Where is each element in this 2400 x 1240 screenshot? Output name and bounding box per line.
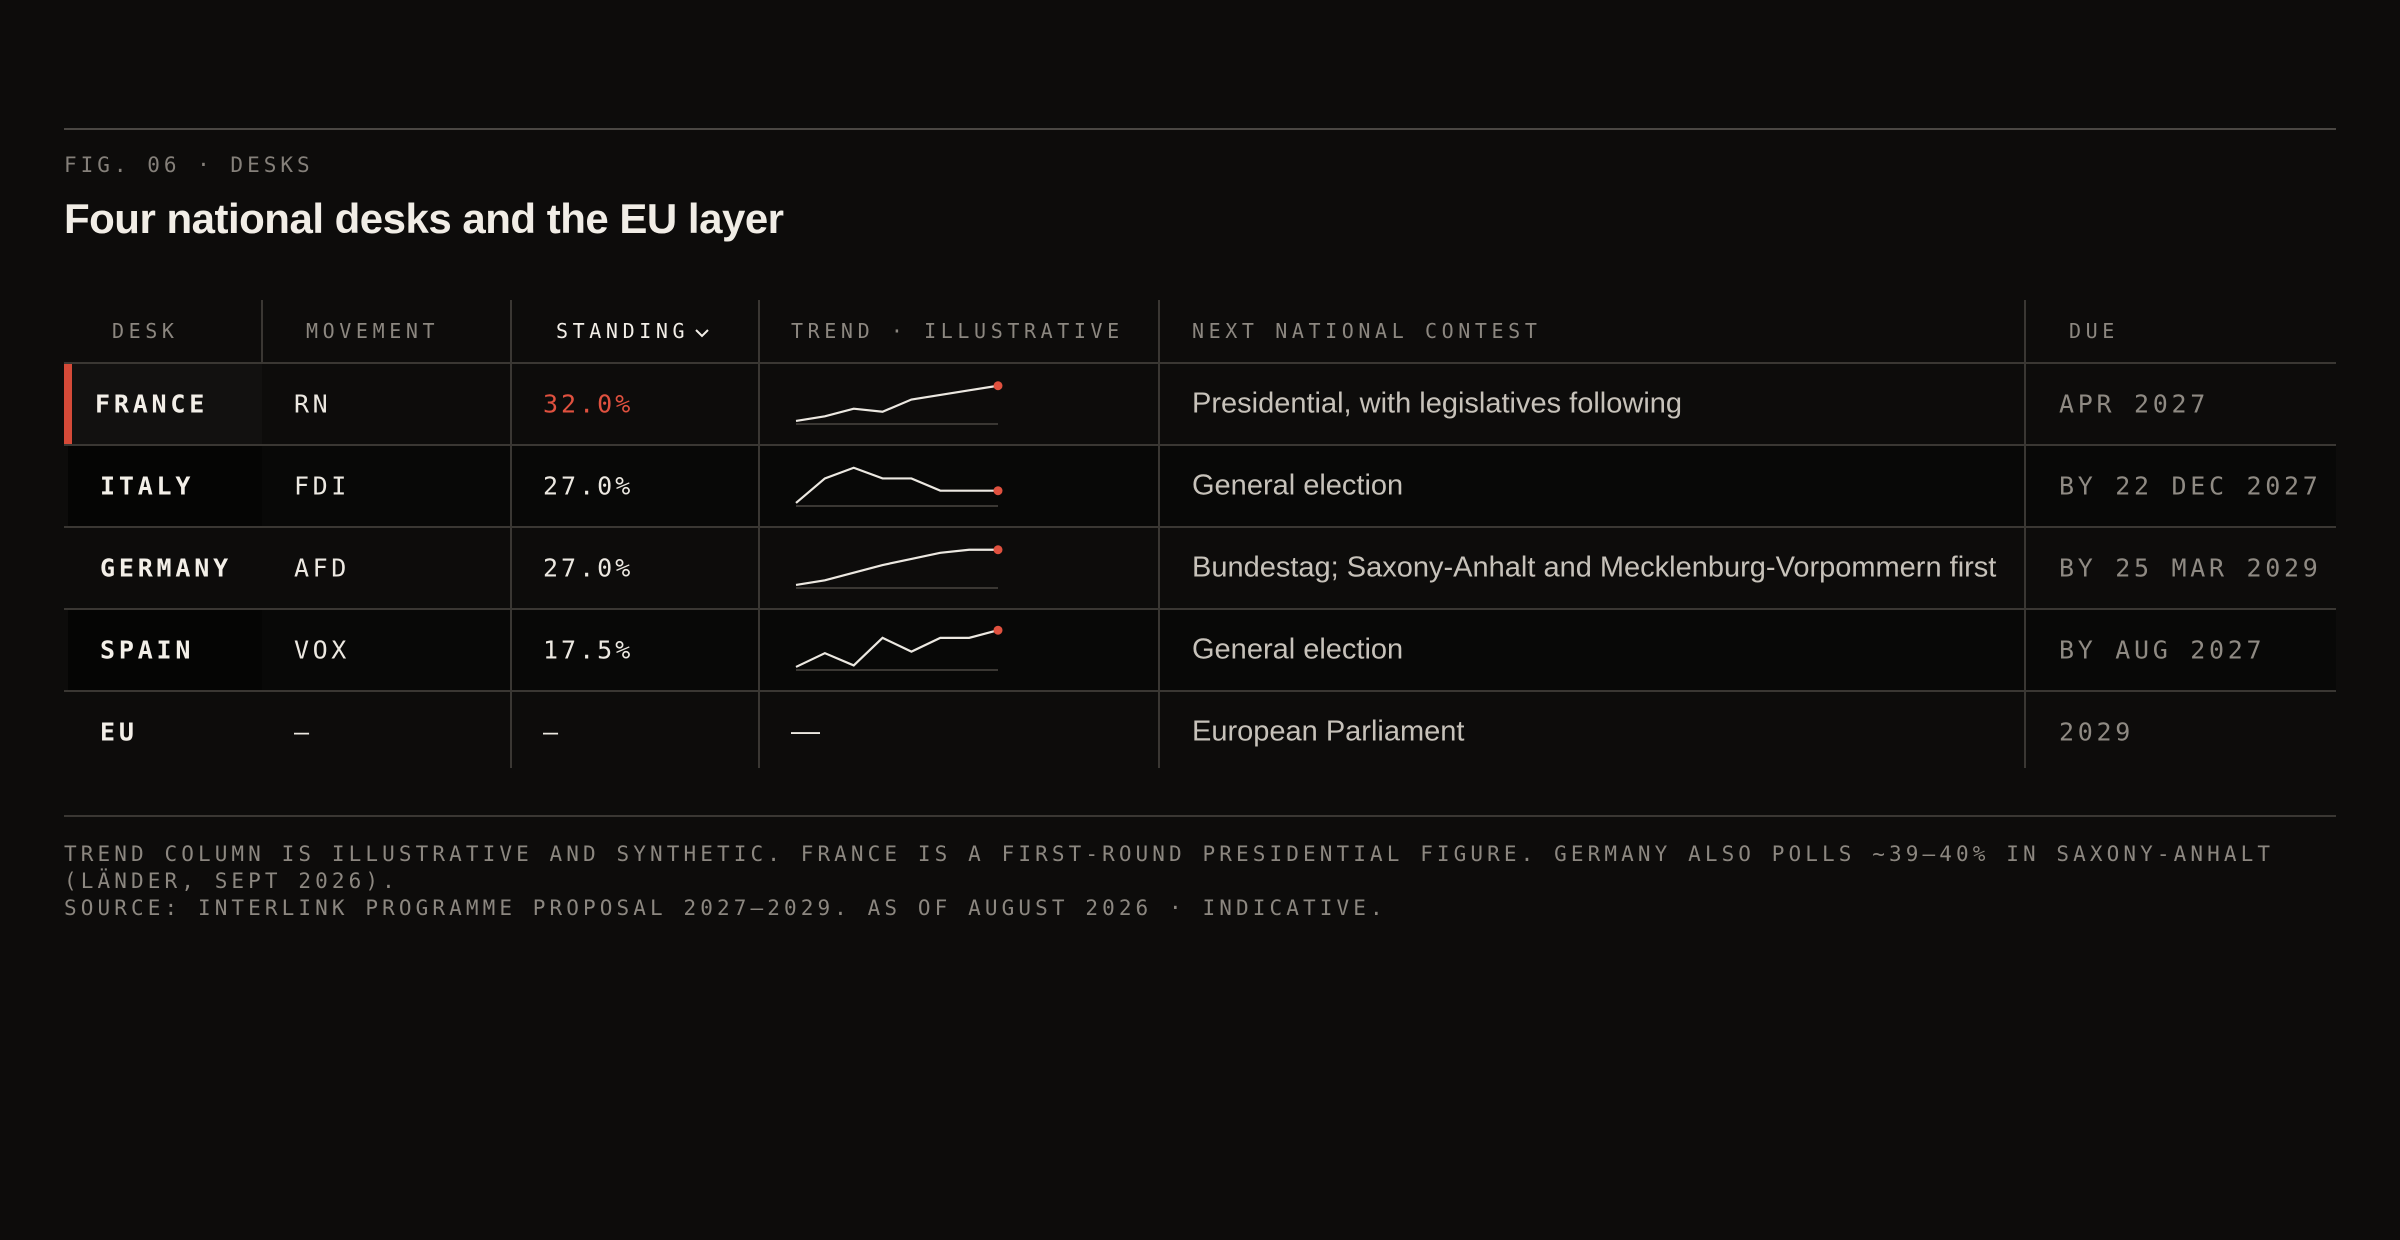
sparkline-endpoint — [993, 545, 1003, 555]
column-header[interactable]: DUE — [2069, 319, 2119, 343]
desk-name: GERMANY — [100, 553, 232, 583]
due-date: BY 25 MAR 2029 — [2059, 553, 2322, 583]
standing: – — [543, 717, 562, 747]
eyebrow: FIG. 06 · DESKS — [64, 153, 314, 177]
movement: FDI — [294, 471, 350, 501]
standing: 27.0% — [543, 471, 634, 501]
row-backgrounds — [64, 363, 2336, 691]
title: Four national desks and the EU layer — [64, 195, 784, 242]
next-contest: European Parliament — [1192, 715, 1465, 748]
movement: RN — [294, 389, 332, 419]
desk-cell — [68, 445, 262, 527]
sparkline — [795, 384, 999, 423]
row-band — [262, 445, 2336, 527]
desk-name: FRANCE — [95, 389, 209, 419]
row-band — [262, 609, 2336, 691]
sparkline-endpoint — [993, 625, 1003, 635]
footnote: SOURCE: INTERLINK PROGRAMME PROPOSAL 202… — [64, 896, 1387, 920]
column-header[interactable]: MOVEMENT — [306, 319, 440, 343]
standing: 17.5% — [543, 635, 634, 665]
chevron-path — [695, 328, 709, 337]
due-date: BY 22 DEC 2027 — [2059, 471, 2322, 501]
movement: AFD — [294, 553, 350, 583]
next-contest: General election — [1192, 633, 1404, 666]
desk-name: EU — [100, 717, 138, 747]
standing: 32.0% — [543, 389, 634, 419]
movement: VOX — [294, 635, 350, 665]
next-contest: Bundestag; Saxony-Anhalt and Mecklenburg… — [1192, 551, 1997, 584]
footnote: TREND COLUMN IS ILLUSTRATIVE AND SYNTHET… — [64, 842, 2275, 893]
sparkline — [795, 466, 998, 504]
next-contest: Presidential, with legislatives followin… — [1192, 387, 1683, 420]
next-contest: General election — [1192, 469, 1404, 502]
desk-cell — [68, 609, 262, 691]
sparkline-endpoint — [993, 486, 1003, 496]
desk-cell — [64, 363, 262, 445]
sort-chevron — [695, 328, 709, 337]
highlight-bar — [64, 363, 72, 445]
desk-name: SPAIN — [100, 635, 195, 665]
sparkline-endpoint — [993, 381, 1003, 391]
sparkline — [795, 548, 998, 587]
column-header[interactable]: STANDING — [556, 321, 711, 341]
standing: 27.0% — [543, 553, 634, 583]
due-date: APR 2027 — [2059, 389, 2210, 419]
due-date: 2029 — [2059, 717, 2135, 747]
trend-empty: — — [791, 715, 820, 748]
column-header[interactable]: DESK — [112, 319, 179, 343]
desk-name: ITALY — [100, 471, 195, 501]
due-date: BY AUG 2027 — [2059, 635, 2266, 665]
movement: — — [294, 717, 313, 747]
sparkline — [795, 629, 999, 668]
column-header[interactable]: TREND · ILLUSTRATIVE — [791, 319, 1124, 343]
column-header[interactable]: NEXT NATIONAL CONTEST — [1192, 319, 1542, 343]
